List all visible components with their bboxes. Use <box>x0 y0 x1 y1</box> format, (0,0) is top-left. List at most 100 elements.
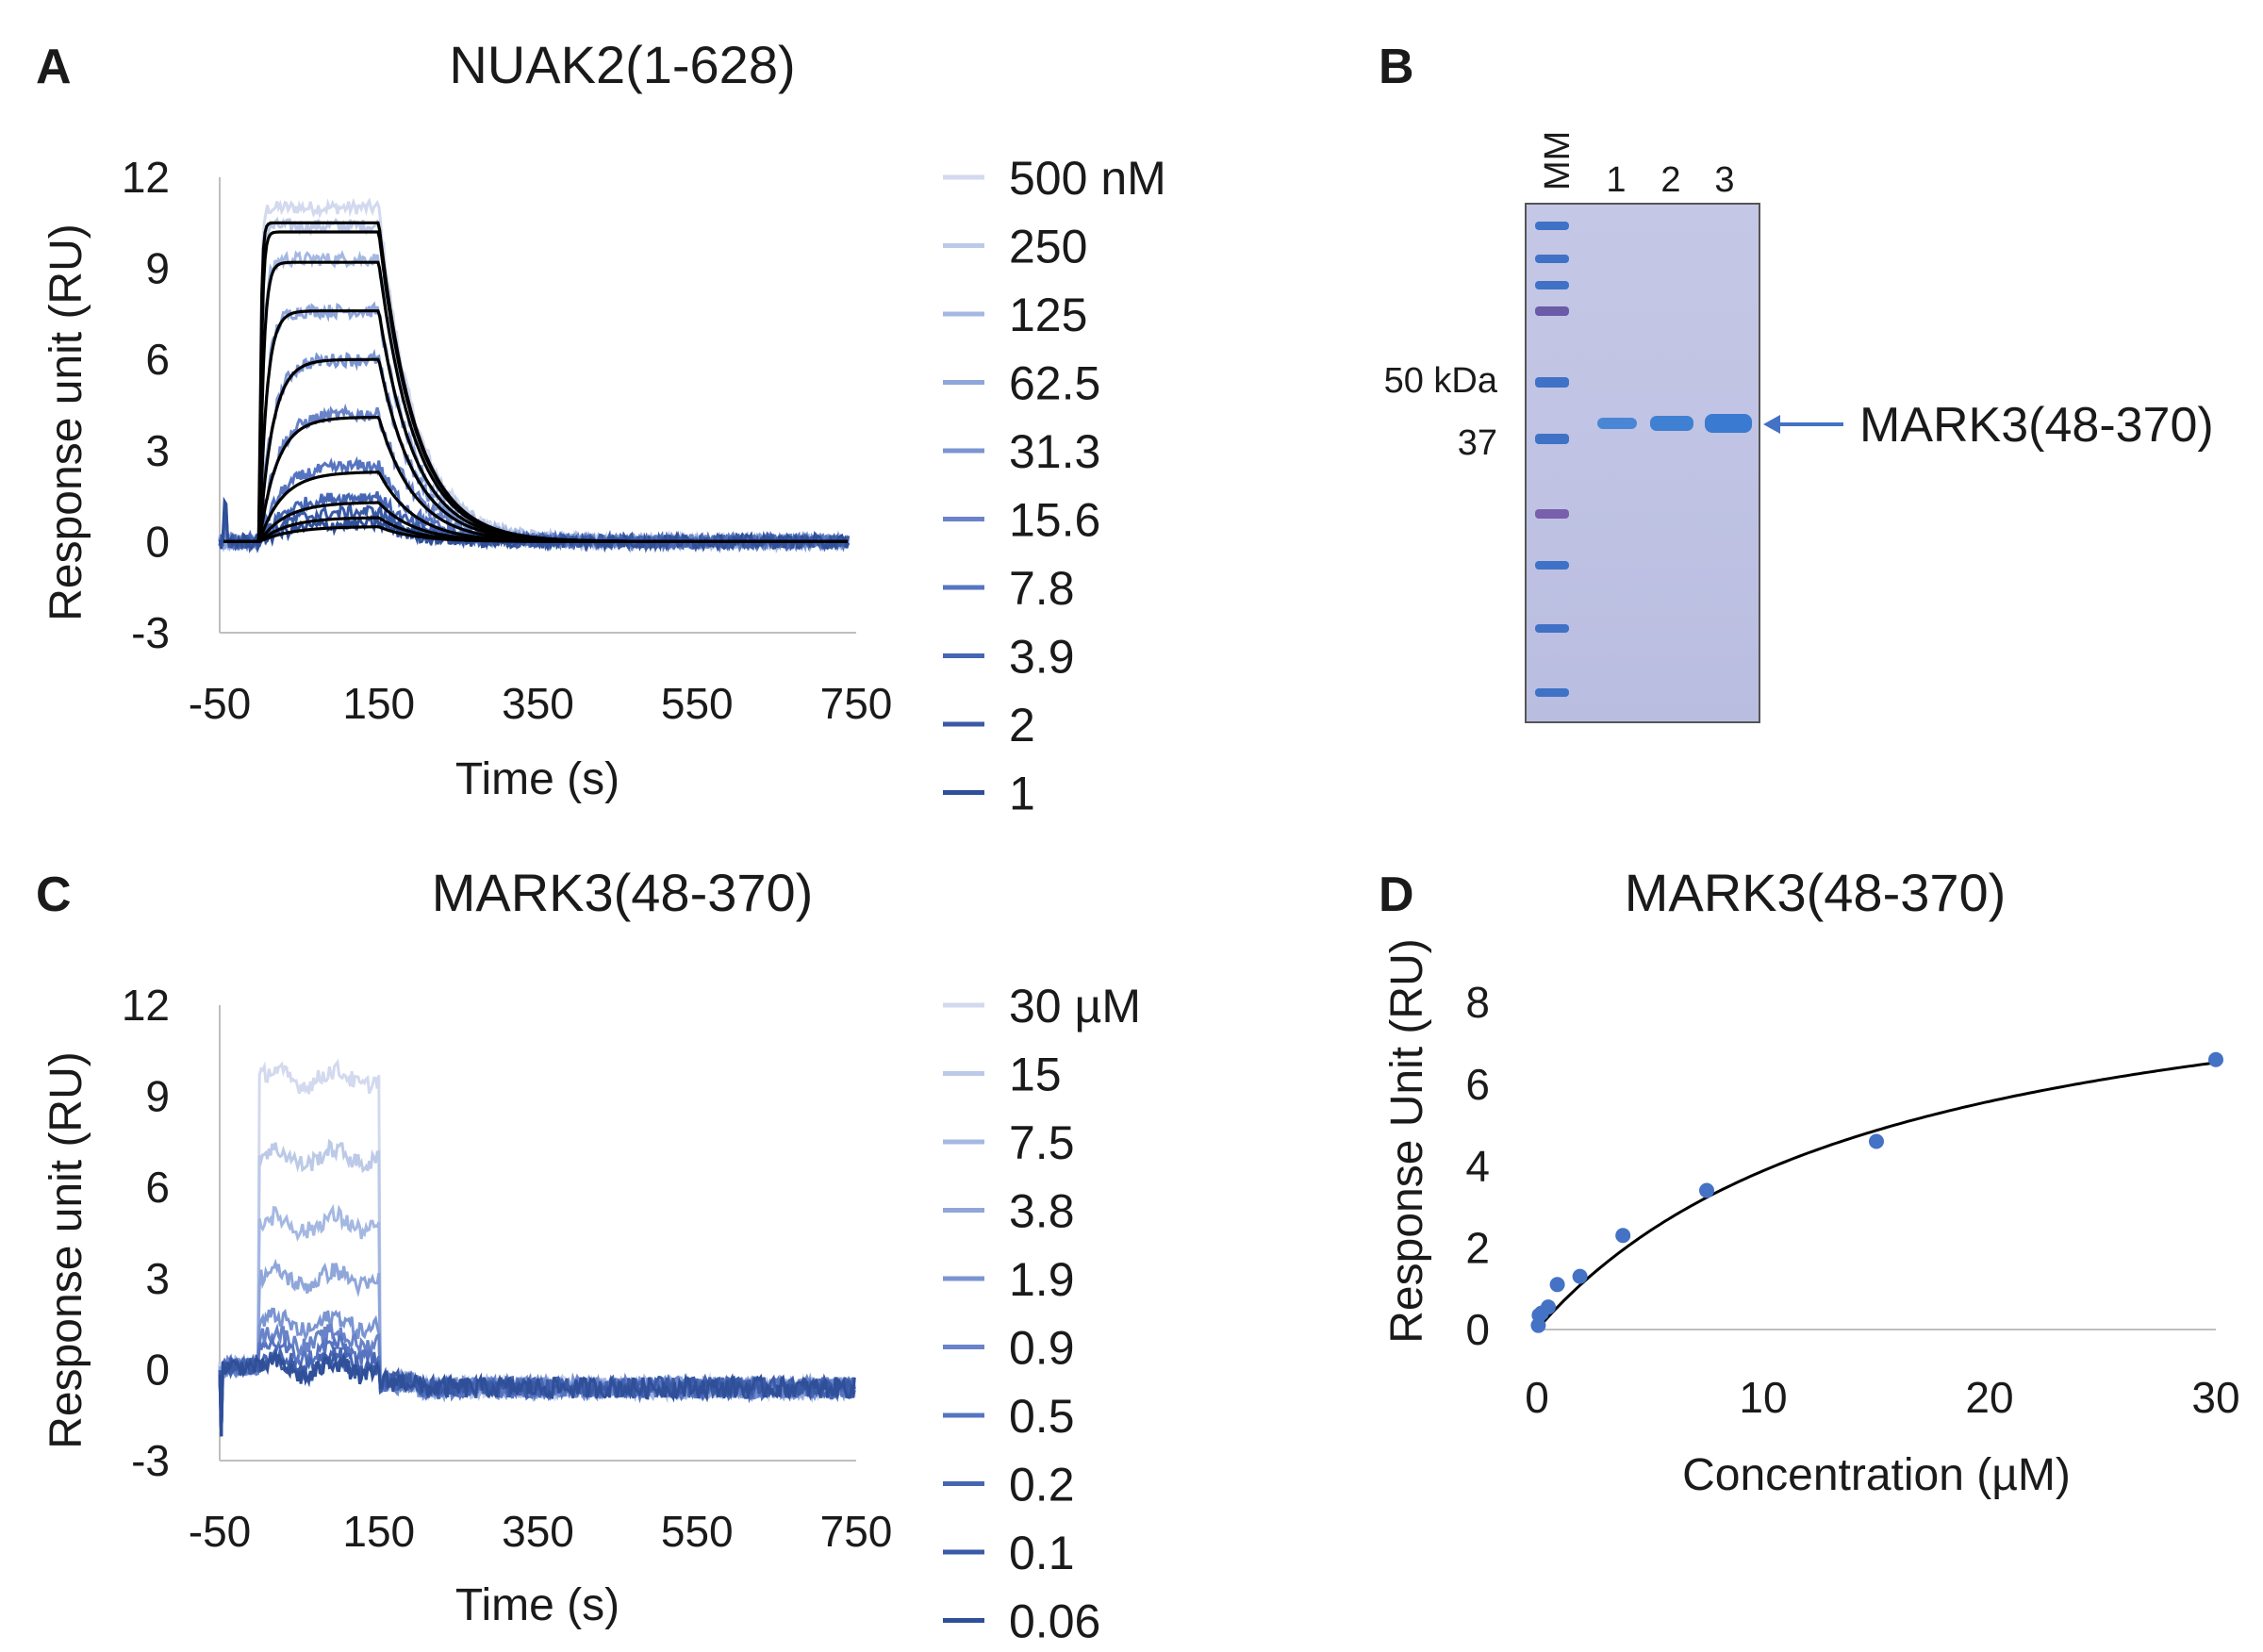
panel-d-point-5 <box>1572 1268 1588 1284</box>
panel-c-legend-label-9: 0.06 <box>1009 1595 1100 1648</box>
gel-marker-label: MM <box>1538 131 1577 190</box>
gel-marker-band-75 <box>1535 306 1569 316</box>
panel-a-y-tick-1: 9 <box>145 244 170 293</box>
panel-b: B MM 1 2 3 50 <box>1379 40 2214 723</box>
gel-marker-band-37 <box>1535 434 1569 444</box>
panel-a-legend-label-3: 62.5 <box>1009 357 1100 410</box>
panel-a-series-3 <box>218 301 850 553</box>
panel-a-y-tick-5: -3 <box>131 608 170 657</box>
panel-c-y-tick-4: 0 <box>145 1345 170 1394</box>
panel-c-legend-label-5: 0.9 <box>1009 1322 1075 1375</box>
gel-arrow-head <box>1763 415 1780 434</box>
panel-c-y-tick-2: 6 <box>145 1163 170 1212</box>
panel-c-x-ticks: -50 150 350 550 750 <box>189 1507 893 1556</box>
panel-c-series-9 <box>218 1349 856 1437</box>
panel-d-y-ticks: 8 6 4 2 0 <box>1465 978 1490 1354</box>
panel-c-y-ticks: 12 9 6 3 0 -3 <box>122 981 170 1485</box>
panel-a-x-axis-title: Time (s) <box>455 754 619 804</box>
gel-lane-label-1: 1 <box>1606 160 1626 200</box>
panel-d-x-tick-0: 0 <box>1525 1373 1549 1422</box>
panel-a-x-tick-0: -50 <box>189 679 251 728</box>
panel-a-legend-label-5: 15.6 <box>1009 494 1100 547</box>
panel-a-fit-2 <box>223 260 848 543</box>
panel-a-legend-label-1: 250 <box>1009 221 1087 273</box>
gel-band-lane-2 <box>1650 416 1693 431</box>
panel-a-legend-label-6: 7.8 <box>1009 562 1075 615</box>
panel-c: C MARK3(48-370) 12 9 6 3 0 -3 -50 150 350 550 750… <box>36 863 1141 1648</box>
panel-d-y-tick-4: 0 <box>1465 1305 1490 1354</box>
panel-d-x-tick-2: 20 <box>1965 1373 2013 1422</box>
panel-d-y-tick-2: 4 <box>1465 1142 1490 1191</box>
panel-d-x-tick-3: 30 <box>2191 1373 2239 1422</box>
panel-a-series-0 <box>218 197 849 553</box>
panel-d-point-7 <box>1699 1182 1714 1198</box>
gel-lane-label-3: 3 <box>1714 160 1734 200</box>
panel-a-series-1 <box>218 216 851 554</box>
panel-c-y-tick-1: 9 <box>145 1072 170 1121</box>
panel-c-y-tick-5: -3 <box>131 1436 170 1485</box>
panel-d-fit-curve <box>1535 1061 2217 1330</box>
panel-d-point-8 <box>1869 1133 1884 1149</box>
panel-a-letter: A <box>36 40 72 94</box>
gel-marker-lane <box>1535 222 1569 697</box>
panel-a-x-tick-1: 150 <box>342 679 415 728</box>
panel-a-plot-area <box>218 197 851 554</box>
gel-marker-band-150 <box>1535 255 1569 263</box>
panel-a-y-tick-3: 3 <box>145 426 170 475</box>
panel-a-y-axis-title: Response unit (RU) <box>41 223 91 621</box>
panel-a-fit-0 <box>223 221 848 543</box>
panel-c-x-tick-1: 150 <box>342 1507 415 1556</box>
gel-image <box>1525 203 1760 723</box>
panel-c-x-axis-title: Time (s) <box>455 1580 619 1630</box>
panel-d-plot-area <box>1530 1051 2223 1333</box>
panel-c-x-tick-3: 550 <box>661 1507 734 1556</box>
panel-a-x-tick-3: 550 <box>661 679 734 728</box>
panel-c-plot-area <box>218 1058 856 1437</box>
panel-d-point-6 <box>1615 1228 1631 1244</box>
gel-band-lane-3 <box>1705 414 1752 433</box>
panel-c-x-tick-4: 750 <box>820 1507 893 1556</box>
panel-a-legend-label-9: 1 <box>1009 768 1035 820</box>
gel-mw-label-37: 37 <box>1458 423 1497 463</box>
panel-c-legend-label-8: 0.1 <box>1009 1527 1075 1579</box>
gel-band-lane-1 <box>1597 418 1637 429</box>
panel-a-fit-1 <box>223 230 848 543</box>
panel-c-legend-label-2: 7.5 <box>1009 1116 1075 1169</box>
panel-d-title: MARK3(48-370) <box>1625 863 2007 922</box>
gel-marker-band-20 <box>1535 561 1569 570</box>
panel-c-legend-label-1: 15 <box>1009 1049 1062 1101</box>
panel-c-legend-label-7: 0.2 <box>1009 1459 1075 1512</box>
panel-d-x-tick-1: 10 <box>1739 1373 1787 1422</box>
gel-marker-band-100 <box>1535 281 1569 289</box>
panel-c-y-tick-0: 12 <box>122 981 170 1030</box>
gel-mw-label-50: 50 kDa <box>1384 361 1498 401</box>
panel-c-legend-label-4: 1.9 <box>1009 1253 1075 1306</box>
panel-a-legend-label-7: 3.9 <box>1009 631 1075 684</box>
panel-c-title: MARK3(48-370) <box>432 863 814 922</box>
panel-d-point-4 <box>1549 1277 1565 1293</box>
gel-band-name: MARK3(48-370) <box>1859 398 2214 453</box>
panel-a-y-tick-4: 0 <box>145 517 170 566</box>
panel-c-letter: C <box>36 867 72 922</box>
panel-a-fit-9 <box>223 525 848 543</box>
panel-c-series-2 <box>218 1203 856 1437</box>
panel-d-point-3 <box>1541 1299 1556 1315</box>
gel-arrow <box>1763 415 1843 434</box>
gel-marker-band-15 <box>1535 624 1569 633</box>
panel-a-y-tick-0: 12 <box>122 153 170 202</box>
panel-a-x-tick-4: 750 <box>820 679 893 728</box>
panel-d-point-9 <box>2208 1051 2223 1067</box>
panel-c-legend: 30 µM 15 7.5 3.8 1.9 0.9 0.5 0.2 0.1 0.06 <box>943 980 1141 1648</box>
panel-d-y-axis-title: Response Unit (RU) <box>1382 938 1432 1343</box>
gel-marker-band-250 <box>1535 222 1569 230</box>
panel-c-y-tick-3: 3 <box>145 1254 170 1303</box>
panel-c-legend-label-3: 3.8 <box>1009 1185 1075 1238</box>
panel-d-y-tick-0: 8 <box>1465 978 1490 1027</box>
gel-lane-label-2: 2 <box>1660 160 1680 200</box>
panel-a-title: NUAK2(1-628) <box>449 35 795 94</box>
panel-a-x-tick-2: 350 <box>502 679 574 728</box>
panel-c-series-3 <box>218 1258 856 1437</box>
panel-d-letter: D <box>1379 867 1414 922</box>
panel-d-y-tick-3: 2 <box>1465 1223 1490 1272</box>
